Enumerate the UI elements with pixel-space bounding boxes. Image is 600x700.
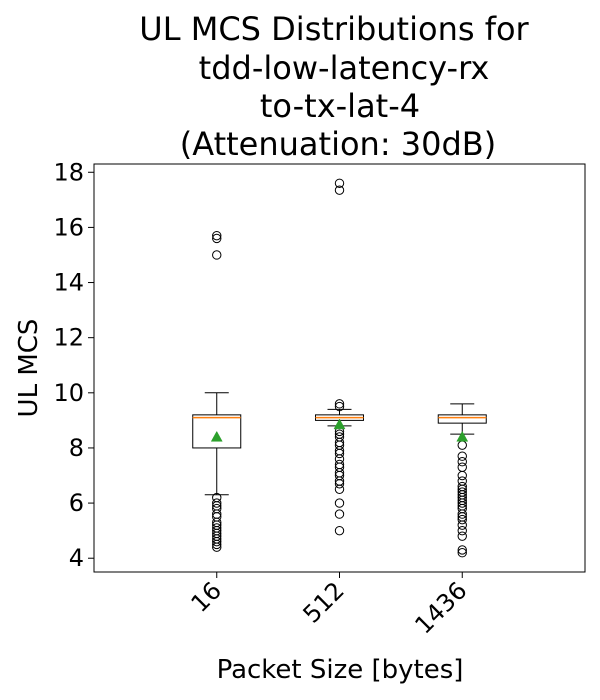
outlier-point [457,545,467,555]
outlier-point [334,399,345,409]
outlier-point [457,514,467,525]
outlier-point [334,484,345,494]
outlier-point [334,185,345,195]
title-line-2: tdd-low-latency-rx [199,49,490,87]
y-tick-label: 12 [53,324,84,352]
outlier-point [457,440,467,450]
y-tick-label: 16 [53,213,84,241]
outlier-point [212,233,222,244]
outlier-point [334,509,345,519]
outlier-point [334,401,345,412]
outlier-point [212,250,222,260]
iqr-box [192,414,242,449]
y-tick-label: 10 [53,379,84,407]
iqr-box [437,414,487,424]
axes-frame [93,163,586,573]
outlier-point [457,457,467,467]
outlier-point [457,509,467,519]
outlier-point [457,498,467,508]
outlier-point [457,451,467,461]
y-tick-label: 6 [69,489,84,517]
y-tick-label: 4 [69,544,84,572]
outlier-point [212,230,222,241]
outlier-point [334,498,345,508]
title-line-3: to-tx-lat-4 [260,87,420,125]
outlier-point [457,520,467,530]
title-line-4: (Attenuation: 30dB) [180,125,496,163]
outlier-point [457,548,467,558]
chart-title: UL MCS Distributions for tdd-low-latency… [139,10,529,163]
outlier-point [334,448,345,459]
plot-area: 4 6 8 10 12 14 16 18 16 512 1436 [53,158,586,639]
outlier-point [212,536,222,547]
outlier-point [212,539,222,550]
x-tick-label: 1436 [410,576,473,639]
outlier-point [334,525,345,536]
y-tick-label: 18 [53,158,84,186]
outlier-point [457,531,467,541]
outlier-point [457,462,467,472]
mean-marker [333,418,346,430]
outlier-point [457,525,467,536]
y-axis-label: UL MCS [14,319,44,418]
x-axis-label: Packet Size [bytes] [217,655,464,685]
mean-marker [210,430,223,442]
outlier-point [457,470,467,481]
outlier-point [212,498,222,508]
title-line-1: UL MCS Distributions for [139,10,529,48]
mean-marker [456,430,469,442]
outlier-point [334,178,345,188]
outlier-point [212,542,222,552]
y-tick-label: 14 [53,269,84,297]
y-tick-label: 8 [69,434,84,462]
x-tick-label: 512 [298,576,350,628]
outlier-point [334,479,345,489]
x-tick-label: 16 [186,576,227,617]
